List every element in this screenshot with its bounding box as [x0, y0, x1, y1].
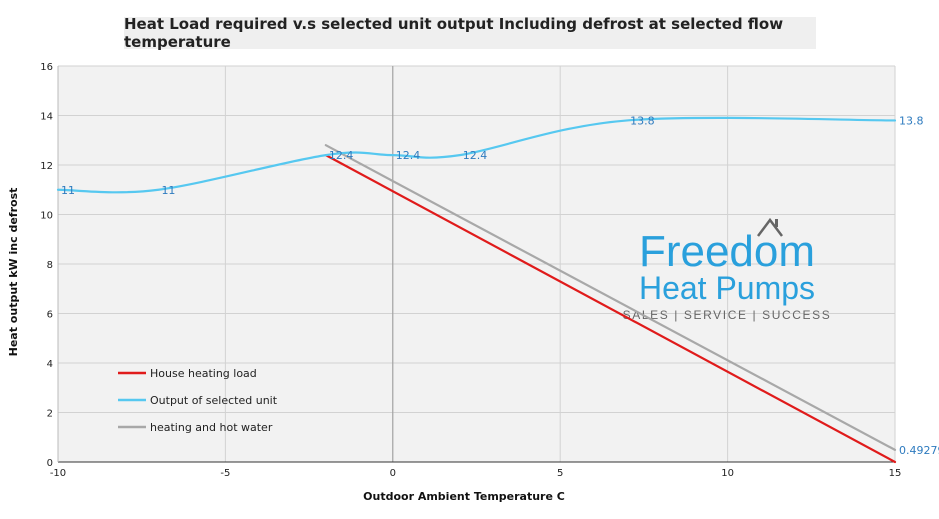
freedom-heat-pumps-logo: Freedom Heat Pumps SALES | SERVICE | SUC… [623, 217, 832, 322]
legend-label: heating and hot water [150, 421, 273, 434]
legend: House heating load Output of selected uni… [118, 367, 278, 434]
logo-tagline: SALES | SERVICE | SUCCESS [623, 308, 832, 322]
x-axis-title: Outdoor Ambient Temperature C [363, 490, 565, 503]
x-tick-label: 10 [721, 468, 734, 479]
data-label: 12.4 [329, 149, 354, 162]
logo-line1: Freedom [639, 227, 815, 276]
y-tick-label: 6 [47, 310, 53, 321]
data-label: 0.49279 [899, 444, 939, 457]
y-tick-label: 10 [40, 211, 53, 222]
logo-chimney-icon [775, 219, 778, 227]
x-tick-label: 15 [889, 468, 902, 479]
data-label: 11 [61, 184, 75, 197]
y-tick-label: 14 [40, 112, 53, 123]
y-tick-label: 12 [40, 161, 53, 172]
data-label: 13.8 [899, 114, 924, 127]
x-tick-label: 5 [557, 468, 563, 479]
series-line-house-heating-load [324, 154, 897, 464]
chart-title: Heat Load required v.s selected unit out… [124, 15, 784, 51]
y-tick-label: 2 [47, 409, 53, 420]
data-label: 13.8 [630, 114, 655, 127]
y-tick-label: 8 [47, 260, 53, 271]
y-tick-label: 4 [47, 359, 53, 370]
data-label: 11 [161, 184, 175, 197]
x-tick-label: -10 [50, 468, 66, 479]
y-tick-label: 0 [47, 458, 53, 469]
legend-label: Output of selected unit [150, 394, 278, 407]
y-axis-title: Heat output kW inc defrost [7, 188, 20, 357]
series-line-output-of-selected-unit [56, 116, 897, 194]
x-tick-label: -5 [220, 468, 230, 479]
data-label: 12.4 [463, 149, 488, 162]
logo-line2: Heat Pumps [639, 270, 815, 306]
chart-title-box: Heat Load required v.s selected unit out… [124, 15, 816, 51]
series-line-heating-and-hot-water [324, 144, 897, 451]
legend-label: House heating load [150, 367, 257, 380]
x-tick-label: 0 [390, 468, 396, 479]
logo-roof-icon [757, 217, 783, 237]
y-tick-label: 16 [40, 62, 53, 73]
data-label: 12.4 [396, 149, 421, 162]
